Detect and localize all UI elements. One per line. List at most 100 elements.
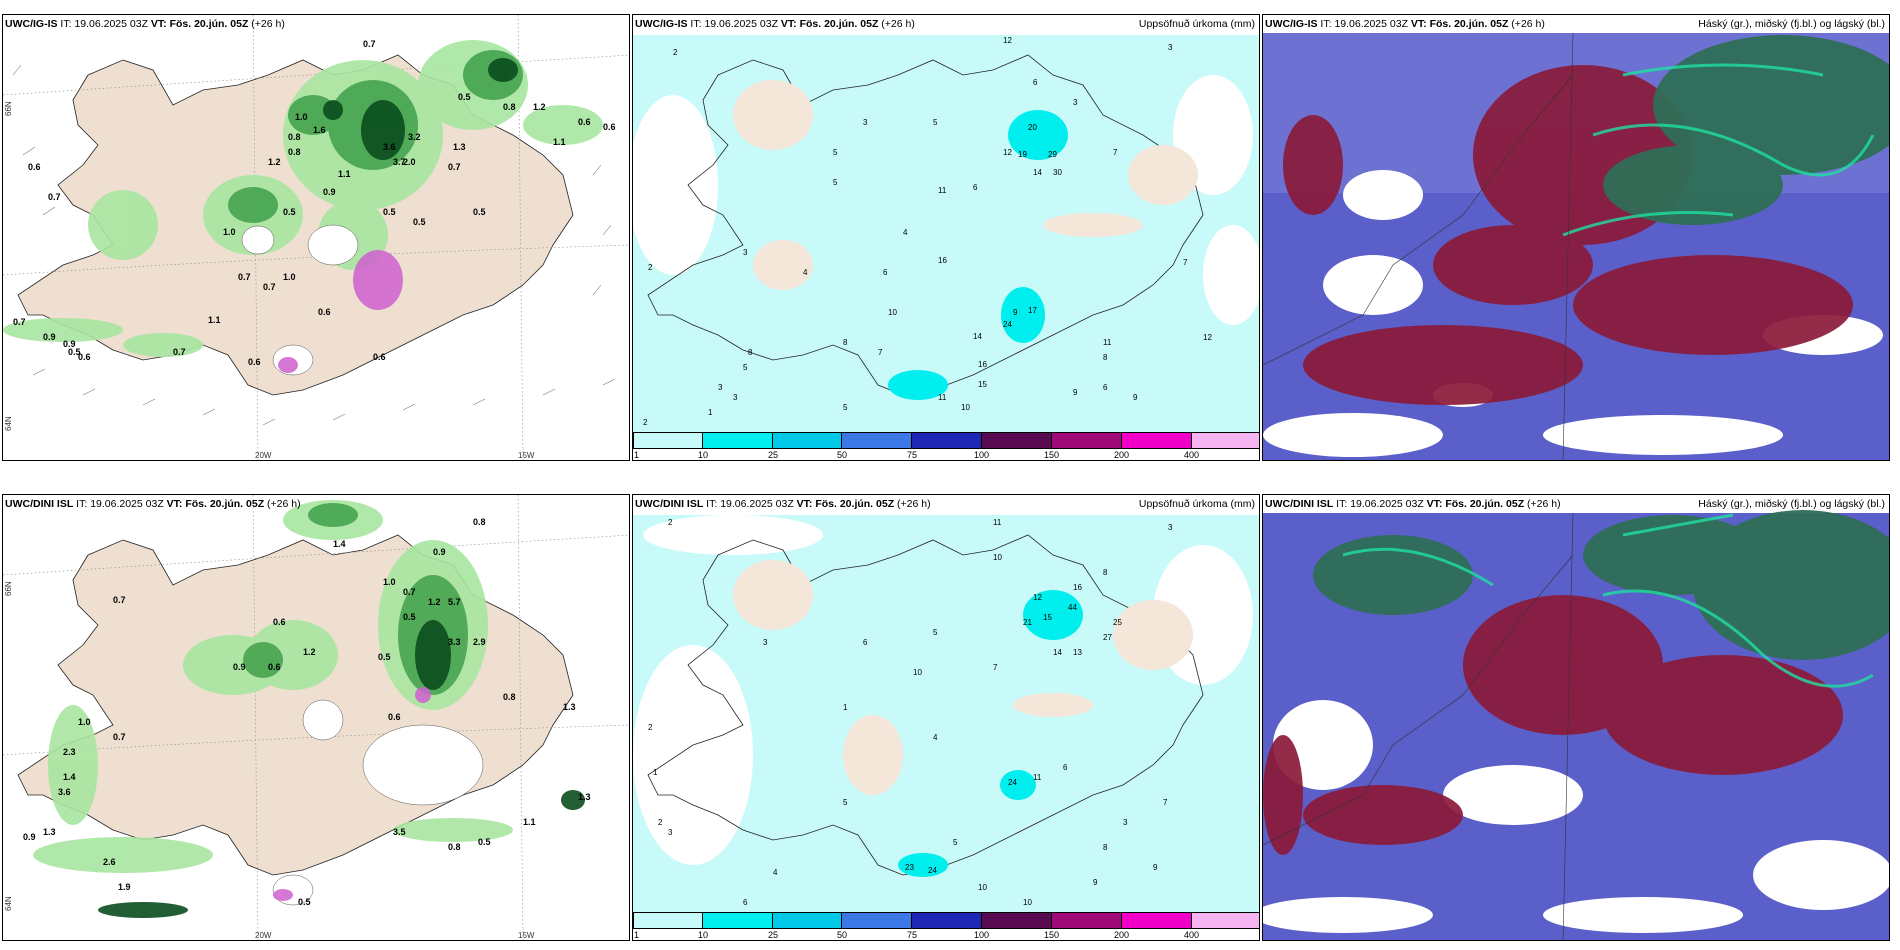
value-label: 1.0 bbox=[283, 272, 296, 282]
color-swatch bbox=[773, 432, 842, 449]
value-label: 7 bbox=[1113, 148, 1118, 157]
colorbar-tick: 1 bbox=[634, 930, 640, 940]
colorbar-tick: 200 bbox=[1114, 930, 1130, 940]
color-swatch bbox=[1192, 912, 1259, 929]
value-label: 2 bbox=[648, 723, 653, 732]
value-label: 2 bbox=[648, 263, 653, 272]
value-label: 10 bbox=[978, 883, 987, 892]
value-label: 8 bbox=[1103, 843, 1108, 852]
value-label: 4 bbox=[803, 268, 808, 277]
value-label: 0.6 bbox=[248, 357, 261, 367]
value-label: 3 bbox=[863, 118, 868, 127]
value-label: 3.5 bbox=[393, 827, 406, 837]
value-label: 21 bbox=[1023, 618, 1032, 627]
value-label: 0.5 bbox=[383, 207, 396, 217]
color-swatch bbox=[703, 912, 773, 929]
value-label: 15 bbox=[978, 380, 987, 389]
map-wind-precip-top: 0.7 1.0 0.8 0.5 1.6 3.6 3.2 2.0 3.7 1.1 … bbox=[3, 15, 629, 460]
color-swatch bbox=[912, 912, 982, 929]
value-label: 7 bbox=[1183, 258, 1188, 267]
value-label: 14 bbox=[973, 332, 982, 341]
value-label: 11 bbox=[938, 393, 947, 402]
value-label: 7 bbox=[993, 663, 998, 672]
value-label: 0.5 bbox=[68, 347, 81, 357]
value-label: 11 bbox=[1033, 773, 1042, 782]
value-label: 9 bbox=[1153, 863, 1158, 872]
colorbar-precip: 1 10 25 50 75 100 150 200 400 bbox=[633, 432, 1259, 460]
value-label: 0.8 bbox=[288, 147, 301, 157]
colorbar-tick: 150 bbox=[1044, 930, 1060, 940]
value-label: 0.5 bbox=[458, 92, 471, 102]
value-label: 8 bbox=[1103, 568, 1108, 577]
colorbar-tick: 75 bbox=[907, 930, 918, 940]
value-label: 0.6 bbox=[78, 352, 91, 362]
value-label: 14 bbox=[1033, 168, 1042, 177]
value-label: 29 bbox=[1048, 150, 1057, 159]
value-label: 30 bbox=[1053, 168, 1062, 177]
panel-igis-clouds: UWC/IG-IS IT: 19.06.2025 03Z VT: Fös. 20… bbox=[1262, 14, 1890, 461]
value-label: 0.5 bbox=[473, 207, 486, 217]
value-label: 10 bbox=[1023, 898, 1032, 907]
value-label: 0.5 bbox=[403, 612, 416, 622]
value-label: 3 bbox=[1123, 818, 1128, 827]
value-label: 3 bbox=[743, 248, 748, 257]
value-label: 6 bbox=[1063, 763, 1068, 772]
value-label: 1.0 bbox=[295, 112, 308, 122]
value-label: 11 bbox=[993, 518, 1002, 527]
panel-header: UWC/IG-IS IT: 19.06.2025 03Z VT: Fös. 20… bbox=[635, 18, 915, 30]
color-swatch bbox=[633, 432, 703, 449]
color-swatch bbox=[633, 912, 703, 929]
value-label: 10 bbox=[888, 308, 897, 317]
value-label: 16 bbox=[938, 256, 947, 265]
value-label: 0.9 bbox=[23, 832, 36, 842]
value-label: 0.7 bbox=[173, 347, 186, 357]
value-label: 0.6 bbox=[268, 662, 281, 672]
colorbar-tick: 10 bbox=[698, 930, 709, 940]
value-label: 5 bbox=[933, 118, 938, 127]
value-label: 4 bbox=[903, 228, 908, 237]
value-label: 12 bbox=[1033, 593, 1042, 602]
value-label: 1.0 bbox=[383, 577, 396, 587]
value-label: 1.9 bbox=[118, 882, 131, 892]
value-label: 0.5 bbox=[413, 217, 426, 227]
panel-header: UWC/DINI ISL IT: 19.06.2025 03Z VT: Fös.… bbox=[635, 498, 931, 510]
value-label: 0.7 bbox=[363, 39, 376, 49]
value-label: 5 bbox=[843, 798, 848, 807]
panel-title-right: Uppsöfnuð úrkoma (mm) bbox=[1138, 498, 1255, 510]
color-swatch bbox=[1122, 912, 1192, 929]
value-label: 0.7 bbox=[113, 595, 126, 605]
value-label: 5.7 bbox=[448, 597, 461, 607]
value-label: 1.6 bbox=[313, 125, 326, 135]
value-label: 2 bbox=[673, 48, 678, 57]
color-swatch bbox=[842, 912, 912, 929]
value-label: 9 bbox=[1013, 308, 1018, 317]
value-label: 1 bbox=[708, 408, 713, 417]
value-label: 0.6 bbox=[388, 712, 401, 722]
value-label: 3 bbox=[763, 638, 768, 647]
map-wind-precip-bottom: 0.8 0.9 1.0 1.2 0.7 0.5 5.7 3.3 2.9 0.6 … bbox=[3, 495, 629, 940]
panel-header: UWC/IG-IS IT: 19.06.2025 03Z VT: Fös. 20… bbox=[5, 18, 285, 30]
value-label: 10 bbox=[913, 668, 922, 677]
lon-label: 20W bbox=[255, 931, 272, 940]
value-label: 0.9 bbox=[43, 332, 56, 342]
value-label: 3 bbox=[1073, 98, 1078, 107]
value-label: 6 bbox=[883, 268, 888, 277]
value-label: 8 bbox=[843, 338, 848, 347]
value-label: 1.1 bbox=[338, 169, 351, 179]
value-label: 10 bbox=[993, 553, 1002, 562]
value-label: 1.3 bbox=[453, 142, 466, 152]
colorbar-precip: 1 10 25 50 75 100 150 200 400 bbox=[633, 912, 1259, 940]
value-label: 2 bbox=[643, 418, 648, 427]
color-swatch bbox=[912, 432, 982, 449]
value-label: 1.3 bbox=[43, 827, 56, 837]
value-label: 1.1 bbox=[208, 315, 221, 325]
panel-header: UWC/DINI ISL IT: 19.06.2025 03Z VT: Fös.… bbox=[5, 498, 301, 510]
map-accum-precip-bottom: 2 3 1 11 10 8 12 16 44 15 21 25 14 27 13… bbox=[633, 495, 1259, 940]
value-label: 23 bbox=[905, 863, 914, 872]
color-swatch bbox=[1122, 432, 1192, 449]
panel-dini-accum-precip: UWC/DINI ISL IT: 19.06.2025 03Z VT: Fös.… bbox=[632, 494, 1260, 941]
green-value-labels: 0.8 0.9 1.0 1.2 0.7 0.5 5.7 3.3 2.9 0.6 … bbox=[23, 517, 591, 907]
panel-igis-wind-precip: UWC/IG-IS IT: 19.06.2025 03Z VT: Fös. 20… bbox=[2, 14, 630, 461]
value-label: 1 bbox=[843, 703, 848, 712]
value-label: 0.7 bbox=[448, 162, 461, 172]
